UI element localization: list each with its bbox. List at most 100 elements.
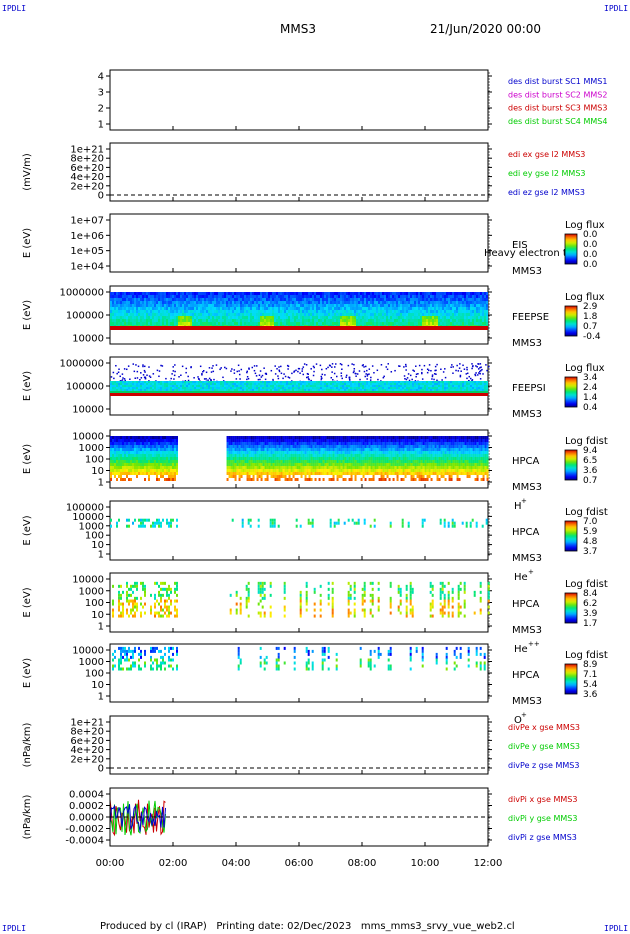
spectrogram-cell [454, 319, 456, 322]
spectrogram-cell [184, 307, 186, 310]
spectrogram-cell [136, 469, 138, 472]
spectrogram-cell [426, 387, 428, 389]
spectrogram-cell [258, 298, 260, 301]
spectrogram-cell [198, 381, 200, 383]
spectrogram-cell [132, 292, 134, 295]
spectrogram-cell [142, 460, 144, 463]
spectrogram-cell [164, 301, 166, 304]
spectrogram-dot [110, 376, 113, 378]
spectrogram-cell [238, 301, 240, 304]
spectrogram-cell [228, 442, 231, 445]
spectrogram-cell [114, 313, 116, 316]
spectrogram-cell [390, 313, 392, 316]
spectrogram-cell [400, 381, 402, 383]
spectrogram-dot [308, 378, 310, 381]
spectrogram-cell [430, 304, 432, 307]
spectrogram-cell [286, 451, 289, 454]
y-tick-label: 1 [98, 478, 104, 489]
spectrogram-cell [252, 445, 255, 448]
spectrogram-cell [264, 436, 267, 439]
spectrogram-dot [297, 370, 299, 373]
spectrogram-cell [404, 387, 406, 389]
spectrogram-cell [166, 472, 168, 475]
spectrogram-cell [232, 442, 235, 445]
spectrogram-cell [272, 387, 274, 389]
spectrogram-cell [150, 472, 152, 475]
spectrogram-cell [112, 307, 114, 310]
spectrogram-cell [230, 387, 232, 389]
spectrogram-cell [436, 322, 438, 325]
spectrogram-cell [388, 389, 390, 391]
spectrogram-cell [394, 319, 396, 322]
spectrogram-cell [324, 319, 326, 322]
spectrogram-cell [420, 387, 422, 389]
spectrogram-cell [422, 387, 424, 389]
spectrogram-cell [132, 295, 134, 298]
spectrogram-dot [383, 375, 385, 378]
spectrogram-dot [181, 365, 184, 368]
spectrogram-cell [144, 448, 146, 451]
spectrogram-dot [474, 373, 476, 376]
spectrogram-cell [130, 445, 132, 448]
spectrogram-cell [468, 295, 470, 298]
spectrogram-cell [130, 451, 132, 454]
spectrogram-cell [394, 301, 396, 304]
spectrogram-cell [254, 385, 256, 387]
spectrogram-cell [236, 454, 239, 457]
spectrogram-cell [216, 381, 218, 383]
spectrogram-cell [444, 385, 446, 387]
spectrogram-cell [478, 301, 480, 304]
spectrogram-cell [274, 448, 277, 451]
spectrogram-dot [478, 372, 480, 374]
spectrogram-cell [188, 310, 190, 313]
spectrogram-cell [266, 316, 268, 319]
spectrogram-cell [272, 322, 274, 325]
spectrogram-cell [134, 295, 136, 298]
spectrogram-cell [334, 307, 336, 310]
spectrogram-cell [172, 454, 174, 457]
spectrogram-cell [370, 298, 372, 301]
spectrogram-cell [286, 316, 288, 319]
spectrogram-cell [232, 316, 234, 319]
spectrogram-cell [458, 319, 460, 322]
spectrogram-cell [124, 466, 126, 469]
spectrogram-cell [150, 304, 152, 307]
spectrogram-cell [268, 387, 270, 389]
colorbar-tick-label: 0.0 [583, 260, 598, 270]
spectrogram-cell [266, 478, 269, 481]
spectrogram-cell [110, 439, 112, 442]
spectrogram-cell [284, 472, 287, 475]
spectrogram-cell [172, 307, 174, 310]
spectrogram-cell [262, 304, 264, 307]
spectrogram-cell [442, 381, 444, 383]
series-label: edi ex gse l2 MMS3 [508, 150, 585, 159]
spectrogram-cell [250, 310, 252, 313]
spectrogram-cell [338, 295, 340, 298]
spectrogram-cell [234, 304, 236, 307]
spectrogram-cell [286, 387, 288, 389]
spectrogram-cell [302, 304, 304, 307]
spectrogram-cell [352, 319, 354, 322]
spectrogram-cell [206, 316, 208, 319]
spectrogram-cell [436, 389, 438, 391]
spectrogram-cell [272, 448, 275, 451]
spectrogram-cell [224, 307, 226, 310]
spectrogram-cell [150, 307, 152, 310]
spectrogram-cell [236, 307, 238, 310]
spectrogram-cell [192, 389, 194, 391]
spectrogram-cell [166, 313, 168, 316]
spectrogram-cell [346, 304, 348, 307]
spectrogram-cell [120, 442, 122, 445]
spectrogram-cell [172, 292, 174, 295]
spectrogram-cell [218, 310, 220, 313]
spectrogram-cell [140, 439, 142, 442]
spectrogram-cell [232, 469, 235, 472]
spectrogram-dot [117, 371, 120, 373]
spectrogram-cell [150, 463, 152, 466]
spectrogram-cell [404, 383, 406, 385]
spectrogram-cell [432, 319, 434, 322]
spectrogram-cell [220, 298, 222, 301]
spectrogram-cell [166, 454, 168, 457]
spectrogram-cell [296, 292, 298, 295]
spectrogram-cell [148, 478, 150, 481]
